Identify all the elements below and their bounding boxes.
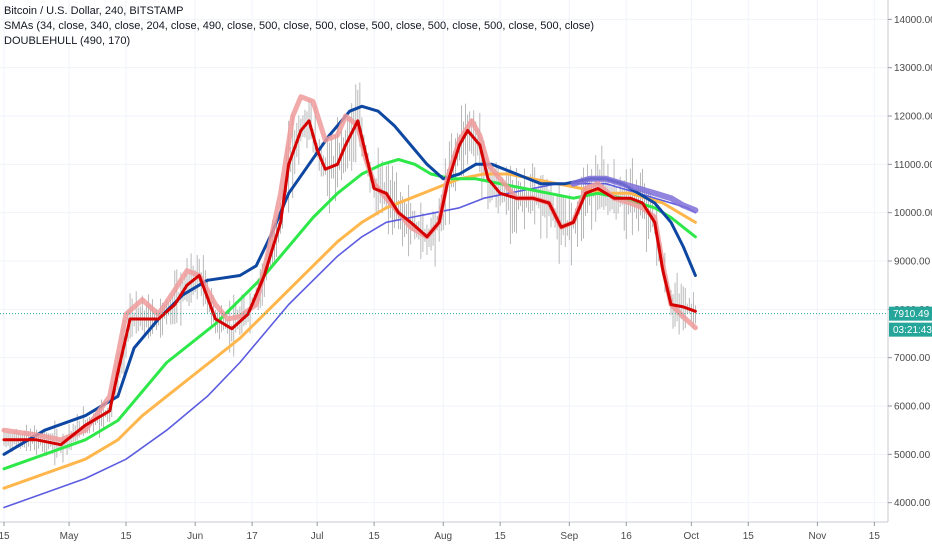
- countdown-tag-label: 03:21:43: [893, 325, 932, 336]
- y-tick-label: 10000.00: [894, 208, 932, 219]
- x-tick-label: Jul: [311, 531, 324, 542]
- price-tag-label: 7910.49: [893, 309, 930, 320]
- x-tick-label: May: [60, 531, 79, 542]
- y-tick-label: 4000.00: [894, 498, 931, 509]
- price-axis[interactable]: [888, 0, 932, 550]
- y-tick-label: 12000.00: [894, 112, 932, 123]
- x-tick-label: Aug: [434, 531, 452, 542]
- series-line-red: [2, 119, 697, 447]
- legend-title: Bitcoin / U.S. Dollar, 240, BITSTAMP: [4, 5, 184, 17]
- x-tick-label: 15: [743, 531, 755, 542]
- series-line-purple: [3, 182, 697, 509]
- series-line-purple_thick: [570, 175, 699, 214]
- legend-smas: SMAs (34, close, 340, close, 204, close,…: [4, 20, 595, 32]
- x-tick-label: 16: [621, 531, 633, 542]
- x-tick-label: 15: [369, 531, 381, 542]
- x-tick-label: Jun: [187, 531, 203, 542]
- x-tick-label: 15: [120, 531, 132, 542]
- x-tick-label: Oct: [684, 531, 700, 542]
- y-tick-label: 14000.00: [894, 15, 932, 26]
- y-tick-label: 13000.00: [894, 63, 932, 74]
- x-tick-label: 15: [0, 531, 10, 542]
- y-tick-label: 7000.00: [894, 353, 931, 364]
- grid: [0, 0, 888, 522]
- x-tick-label: 15: [869, 531, 881, 542]
- x-tick-label: 15: [495, 531, 507, 542]
- x-tick-label: Sep: [560, 531, 578, 542]
- y-tick-label: 11000.00: [894, 160, 932, 171]
- x-tick-label: Nov: [809, 531, 827, 542]
- countdown-tag: [889, 322, 932, 337]
- y-tick-label: 9000.00: [894, 257, 931, 268]
- time-axis[interactable]: [0, 522, 932, 550]
- x-tick-label: 17: [247, 531, 259, 542]
- series-line-orange: [2, 172, 697, 490]
- price-tag: [889, 306, 932, 321]
- legend-hull: DOUBLEHULL (490, 170): [4, 35, 131, 47]
- chart-legend: Bitcoin / U.S. Dollar, 240, BITSTAMP SMA…: [4, 4, 594, 49]
- y-tick-label: 6000.00: [894, 402, 931, 413]
- y-tick-label: 5000.00: [894, 450, 931, 461]
